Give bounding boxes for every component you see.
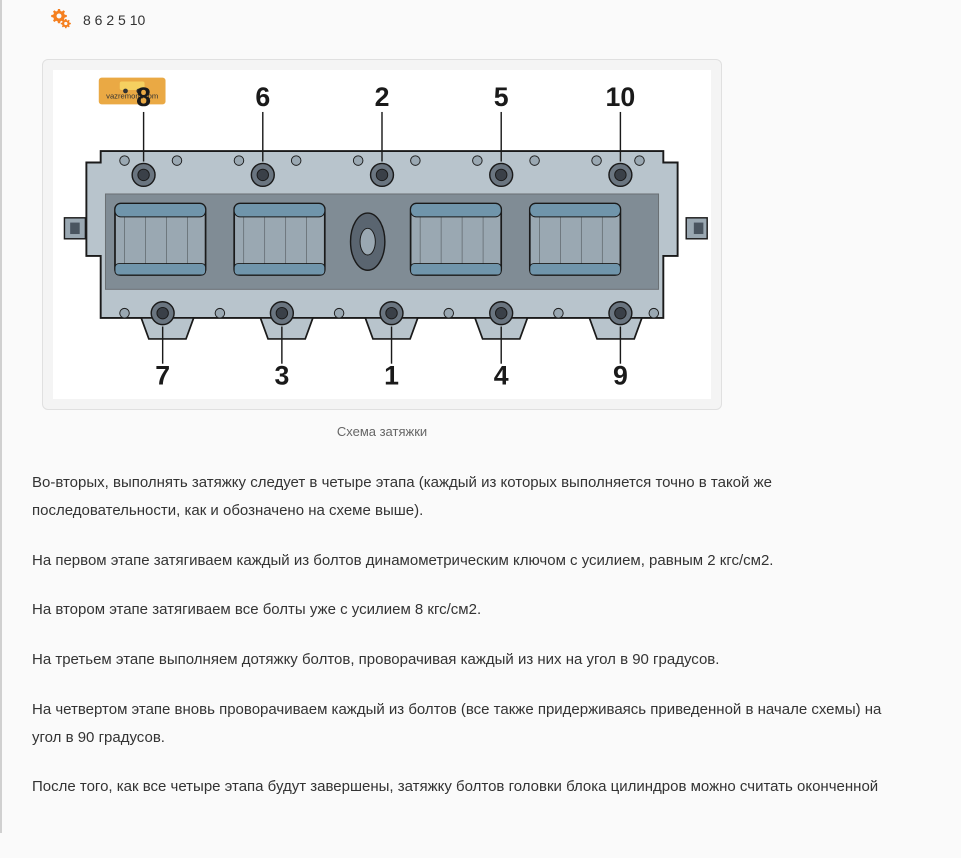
paragraph: На первом этапе затягиваем каждый из бол… — [32, 547, 906, 575]
paragraph: После того, как все четыре этапа будут з… — [32, 773, 906, 801]
svg-text:10: 10 — [606, 82, 636, 112]
paragraph: На втором этапе затягиваем все болты уже… — [32, 596, 906, 624]
gear-icon — [47, 6, 75, 34]
paragraph: На третьем этапе выполняем дотяжку болто… — [32, 646, 906, 674]
svg-text:9: 9 — [613, 361, 628, 391]
svg-text:7: 7 — [155, 361, 170, 391]
top-row: 8 6 2 5 10 — [2, 0, 961, 34]
paragraph: Во-вторых, выполнять затяжку следует в ч… — [32, 469, 906, 525]
top-numbers: 8 6 2 5 10 — [83, 12, 145, 28]
svg-text:6: 6 — [255, 82, 270, 112]
figure-wrapper: vazremont.com86251073149 Схема затяжки — [2, 34, 961, 439]
svg-text:4: 4 — [494, 361, 509, 391]
svg-text:5: 5 — [494, 82, 509, 112]
svg-text:2: 2 — [375, 82, 390, 112]
diagram-box: vazremont.com86251073149 — [42, 59, 722, 410]
paragraph: На четвертом этапе вновь проворачиваем к… — [32, 696, 906, 752]
svg-text:1: 1 — [384, 361, 399, 391]
svg-text:3: 3 — [274, 361, 289, 391]
article-content: Во-вторых, выполнять затяжку следует в ч… — [2, 439, 961, 833]
diagram-caption: Схема затяжки — [42, 424, 722, 439]
svg-text:8: 8 — [136, 82, 151, 112]
torque-diagram: vazremont.com86251073149 — [53, 70, 711, 399]
